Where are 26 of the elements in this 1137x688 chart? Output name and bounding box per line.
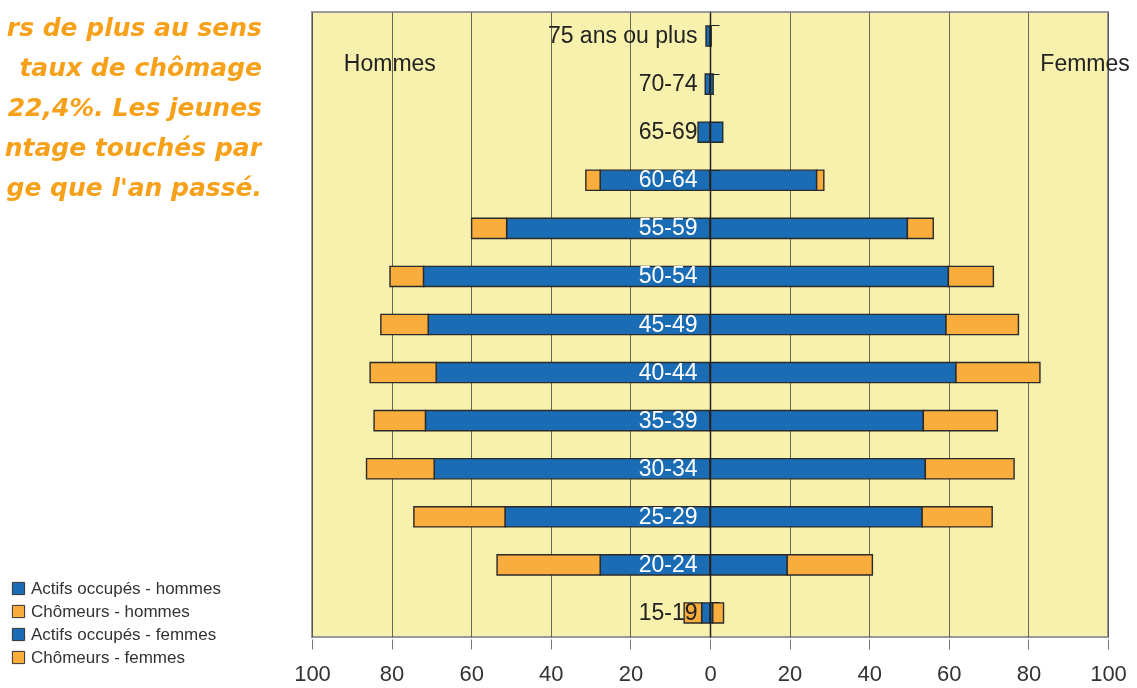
x-tick-label: 0 xyxy=(704,660,717,686)
x-tick-label: 100 xyxy=(294,660,331,686)
x-tick-label: 60 xyxy=(459,660,484,686)
x-tick-label: 40 xyxy=(539,660,564,686)
x-tick-label: 40 xyxy=(857,660,882,686)
y-tick-label: 65-69 xyxy=(638,118,698,145)
y-tick-label: 20-24 xyxy=(638,550,698,577)
y-tick-label: 35-39 xyxy=(638,406,698,433)
x-tick-label: 20 xyxy=(618,660,644,686)
legend-label: Actifs occupés - femmes xyxy=(31,624,217,644)
y-tick-label: 40-44 xyxy=(638,358,698,385)
x-tick-label: 20 xyxy=(777,660,803,686)
x-tick-label: 80 xyxy=(379,660,405,686)
y-tick-label: 60-64 xyxy=(638,166,698,193)
y-tick-label: 55-59 xyxy=(638,214,698,241)
legend-label: Chômeurs - hommes xyxy=(31,601,190,621)
y-tick-label: 30-34 xyxy=(638,454,698,481)
x-tick-label: 80 xyxy=(1016,660,1042,686)
y-tick-label: 25-29 xyxy=(638,502,698,529)
x-tick-label: 100 xyxy=(1090,660,1127,686)
y-tick-label: 50-54 xyxy=(638,262,698,289)
x-tick-label: 60 xyxy=(937,660,962,686)
legend-label: Chômeurs - femmes xyxy=(31,647,185,667)
legend-label: Actifs occupés - hommes xyxy=(31,578,221,598)
y-tick-label: 45-49 xyxy=(638,310,698,337)
y-tick-label: 70-74 xyxy=(638,70,698,97)
